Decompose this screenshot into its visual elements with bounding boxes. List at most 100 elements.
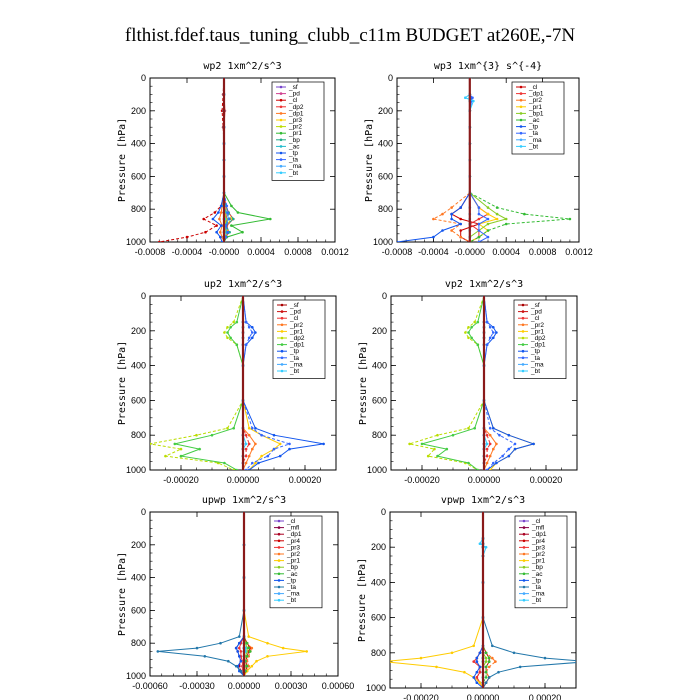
series-line-ta — [242, 296, 292, 470]
legend-entry: _cl — [286, 518, 296, 525]
data-point — [266, 454, 270, 458]
legend-marker — [280, 330, 284, 333]
data-point — [485, 320, 489, 324]
data-point — [495, 217, 499, 221]
legend-entry: _pr2 — [528, 97, 542, 104]
y-tick-label: 400 — [131, 573, 146, 583]
data-point — [494, 660, 497, 663]
x-tick-label: 0.00020 — [530, 475, 563, 485]
legend: _sf_pd_cl_pr2_pr1_dp2_dp1_tp_ta_ma_bt — [272, 299, 326, 379]
legend: _cl_mfl_dp1_pr4_pr3_pr2_pr1_bp_ac_tp_ta_… — [269, 515, 323, 609]
data-point — [495, 442, 498, 446]
legend-entry: _bt — [530, 368, 540, 375]
data-point — [478, 651, 482, 655]
y-tick-label: 600 — [371, 613, 386, 623]
y-tick-label: 200 — [372, 326, 387, 336]
data-point — [433, 447, 436, 451]
data-point — [236, 650, 239, 653]
data-point — [432, 235, 435, 239]
x-tick-label: 0.0004 — [492, 247, 520, 257]
data-point — [219, 235, 222, 239]
data-point — [230, 224, 233, 227]
data-point — [251, 426, 254, 430]
data-point — [486, 217, 490, 221]
data-point — [213, 211, 217, 214]
data-point — [228, 230, 231, 234]
x-tick-label: 0.00000 — [227, 475, 260, 485]
data-point — [158, 240, 161, 242]
y-tick-label: 0 — [141, 291, 146, 301]
y-tick-label: 200 — [371, 542, 386, 552]
legend-entry: _tp — [286, 577, 296, 584]
legend-entry: _bt — [531, 597, 541, 604]
legend-entry: _ac — [286, 571, 298, 578]
legend-marker — [279, 145, 283, 148]
data-point — [471, 96, 474, 99]
legend-entry: _ac — [531, 571, 543, 578]
y-tick-label: 1000 — [367, 465, 387, 475]
data-point — [467, 461, 470, 465]
legend-marker — [521, 303, 525, 307]
legend-marker — [279, 151, 283, 155]
data-point — [450, 212, 453, 216]
legend-marker — [521, 349, 525, 353]
data-point — [472, 99, 475, 103]
data-point — [478, 670, 482, 674]
data-point — [238, 641, 241, 645]
data-point — [156, 650, 160, 653]
data-point — [260, 454, 263, 458]
data-point — [513, 442, 517, 446]
chart-panel-6: vpwp 1xm^2/s^3 Pressure [hPa] 0 200 400 600 80… — [357, 495, 577, 700]
data-point — [224, 224, 228, 227]
legend-entry: _pr1 — [531, 558, 545, 565]
legend-entry: _bp — [531, 564, 543, 571]
legend-entry: _pr1 — [288, 130, 302, 137]
legend-marker — [277, 526, 281, 529]
data-point — [484, 651, 488, 655]
data-point — [249, 650, 252, 653]
y-axis-label: Pressure [hPa] — [364, 118, 375, 202]
data-point — [459, 206, 463, 209]
legend-marker — [522, 579, 526, 582]
data-point — [487, 656, 491, 660]
data-point — [235, 343, 239, 347]
data-point — [322, 442, 325, 446]
legend-entry: _pr2 — [531, 551, 545, 558]
data-point — [467, 336, 470, 340]
data-point — [239, 650, 243, 653]
legend-marker — [280, 303, 284, 307]
data-point — [543, 656, 547, 660]
data-point — [477, 240, 481, 242]
data-point — [512, 651, 516, 655]
x-tick-label: -0.00020 — [163, 475, 199, 485]
data-point — [232, 217, 235, 221]
data-point — [219, 641, 222, 645]
legend-entry: _dp1 — [528, 91, 544, 98]
legend-marker — [277, 592, 281, 595]
x-tick-label: -0.00020 — [404, 475, 440, 485]
data-point — [226, 230, 229, 234]
series-line-cl — [450, 78, 481, 242]
data-point — [492, 461, 495, 465]
data-point — [244, 320, 248, 324]
legend-marker — [519, 85, 523, 89]
data-point — [223, 331, 226, 334]
data-point — [247, 468, 251, 470]
legend-marker — [522, 559, 526, 562]
data-point — [254, 331, 257, 334]
data-point — [426, 454, 430, 458]
legend-marker — [521, 336, 525, 340]
y-tick-label: 400 — [131, 361, 146, 371]
y-tick-label: 600 — [372, 395, 387, 405]
legend-marker — [279, 138, 283, 142]
data-point — [229, 326, 232, 329]
legend-marker — [277, 532, 281, 536]
data-point — [232, 320, 235, 324]
data-point — [484, 676, 488, 679]
legend-entry: _pr2 — [530, 322, 544, 329]
legend-entry: _pd — [530, 309, 542, 316]
y-tick-label: 600 — [131, 395, 146, 405]
chart-panel-3: up2 1xm^2/s^3 Pressure [hPa] 0 200 400 600 800… — [117, 279, 337, 485]
legend-entry: _ta — [528, 130, 538, 137]
data-point — [504, 222, 508, 226]
